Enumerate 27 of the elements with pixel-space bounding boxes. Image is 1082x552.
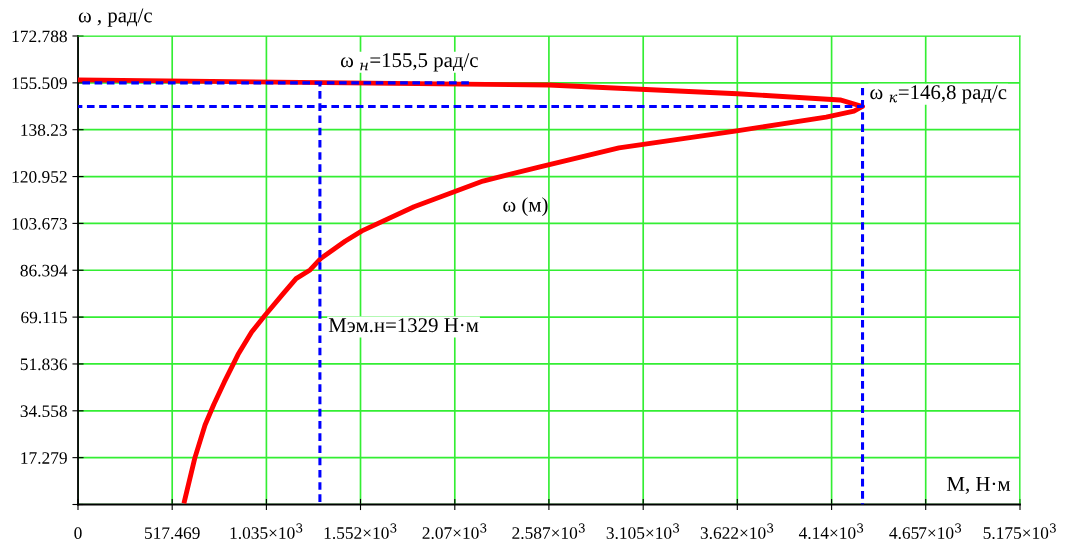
series-label: ω (м) bbox=[503, 197, 548, 217]
y-tick-label: 172.788 bbox=[12, 30, 67, 43]
x-tick-label: 1.035×10$^{3}$ bbox=[230, 523, 303, 539]
y-tick-label: 120.952 bbox=[12, 171, 67, 183]
x-tick-label: 517.469 bbox=[144, 527, 200, 540]
annotation: Mэм.н=1329 Н·м bbox=[328, 318, 479, 333]
x-axis-title: M, Н·м bbox=[947, 477, 1011, 494]
y-tick-label: 138.23 bbox=[21, 124, 67, 136]
x-tick-label: 1.552×10$^{3}$ bbox=[324, 523, 397, 539]
y-tick-label: 69.115 bbox=[21, 311, 67, 324]
y-tick-label: 86.394 bbox=[20, 264, 68, 277]
x-tick-label: 2.07×10$^{3}$ bbox=[422, 523, 487, 539]
annotation: ω $_{к}$=146,8 рад/с bbox=[870, 85, 1007, 104]
annotation: ω $_{н}$=155,5 рад/с bbox=[340, 53, 478, 72]
y-tick-label: 103.673 bbox=[12, 217, 67, 230]
x-tick-label: 0 bbox=[74, 527, 82, 539]
x-tick-label: 2.587×10$^{3}$ bbox=[512, 523, 585, 539]
y-tick-label: 34.558 bbox=[20, 405, 67, 418]
x-tick-label: 4.14×10$^{3}$ bbox=[798, 523, 864, 539]
x-tick-label: 3.105×10$^{3}$ bbox=[606, 523, 680, 539]
x-tick-label: 5.175×10$^{3}$ bbox=[983, 523, 1056, 539]
y-tick-label: 155.509 bbox=[12, 77, 67, 90]
y-tick-label: 17.279 bbox=[21, 452, 67, 464]
y-axis-title: ω , рад/с bbox=[78, 8, 152, 27]
x-tick-label: 3.622×10$^{3}$ bbox=[700, 523, 774, 539]
y-tick-label: 51.836 bbox=[20, 358, 68, 371]
x-tick-label: 4.657×10$^{3}$ bbox=[889, 523, 962, 539]
